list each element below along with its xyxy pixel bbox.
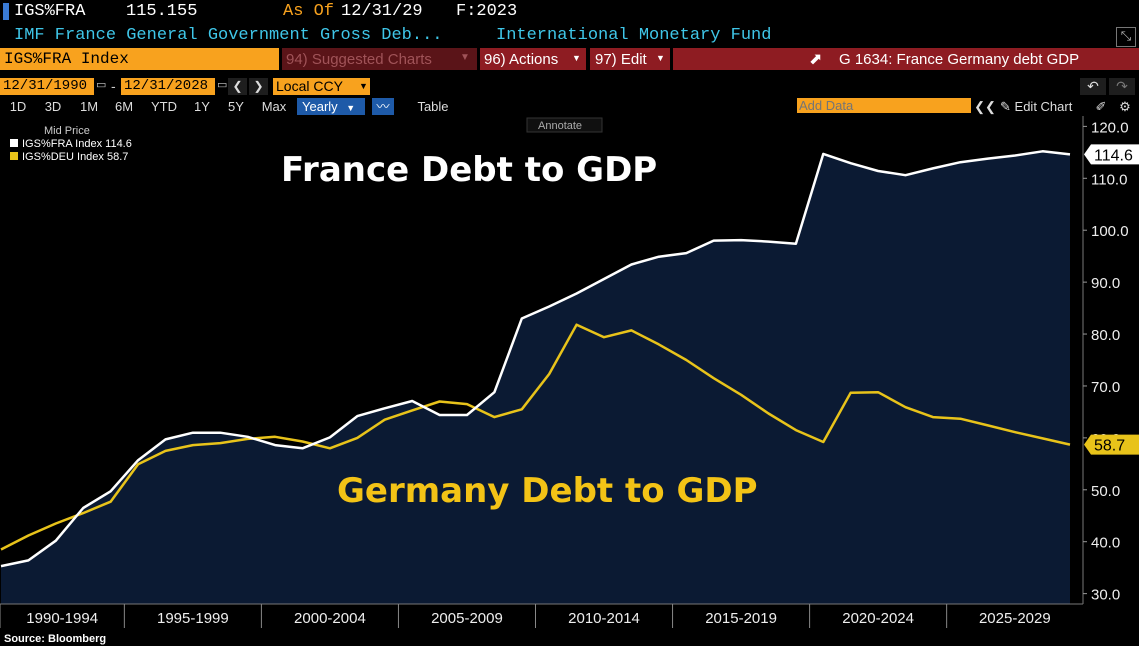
next-period-button[interactable]: ❯ [249,78,268,95]
y-tick-label: 40.0 [1091,535,1120,552]
annotation-germany: Germany Debt to GDP [337,471,758,511]
end-date-text: 12/31/2028 [124,78,209,94]
period-button-5y[interactable]: 5Y [228,99,244,114]
security-field-text: IGS%FRA Index [4,50,129,68]
frequency-select[interactable]: Yearly ▼ [297,98,365,115]
calendar-icon[interactable]: ▭ [217,79,228,91]
y-tick-label: 110.0 [1091,171,1127,188]
legend-title: Mid Price [44,125,90,137]
table-button[interactable]: Table [417,99,449,114]
y-tick-label: 90.0 [1091,275,1120,292]
external-link-icon[interactable]: ⬈ [809,51,823,68]
france-series-line [0,150,1071,568]
france-last-value-tag-bg [1084,144,1139,165]
chevron-down-icon: ▼ [359,81,368,91]
y-tick-label: 80.0 [1091,327,1120,344]
suggested-charts-button[interactable]: 94) Suggested Charts ▼ [282,48,477,70]
start-date-input[interactable]: 12/31/1990 [0,78,94,95]
as-of-label: As Of [283,2,335,21]
annotate-button-bg [526,117,603,133]
expand-icon[interactable]: ⤡ [1116,27,1136,47]
y-tick-label: 30.0 [1091,587,1120,604]
chart-title-bar: ⬈ G 1634: France Germany debt GDP [673,48,1139,70]
legend: Mid Price IGS%FRA Index 114.6 IGS%DEU In… [10,125,132,163]
germany-last-value-tag-bg [1084,434,1139,455]
currency-select[interactable]: Local CCY ▼ [273,78,370,95]
source-footnote: Source: Bloomberg [4,633,106,645]
price-value: 115.155 [126,2,198,21]
end-date-input[interactable]: 12/31/2028 [121,78,215,95]
header-row: IGS%FRA 115.155 As Of 12/31/29 F:2023 [0,0,1139,24]
suggested-charts-label: 94) Suggested Charts [286,51,432,68]
x-tick-label: 2005-2009 [431,610,503,627]
edit-label: 97) Edit [595,51,647,68]
chevron-down-icon: ▼ [572,53,581,63]
start-date-text: 12/31/1990 [3,78,88,94]
period-button-1y[interactable]: 1Y [194,99,210,114]
period-bar: 1D 3D 1M 6M YTD 1Y 5Y Max Yearly ▼ 〰 Tab… [0,96,1139,116]
security-description: IMF France General Government Gross Deb.… [14,26,443,45]
x-tick-label: 1990-1994 [26,610,98,627]
toolbar: IGS%FRA Index 94) Suggested Charts ▼ 96)… [0,48,1139,70]
y-tick-label: 50.0 [1091,483,1120,500]
description-row: IMF France General Government Gross Deb.… [0,24,1139,47]
germany-series-line [0,323,1071,551]
security-field[interactable]: IGS%FRA Index [0,48,279,70]
add-data-input[interactable] [797,98,971,113]
legend-swatch-france [10,139,18,147]
x-tick-label: 2010-2014 [568,610,640,627]
calendar-icon[interactable]: ▭ [96,79,107,91]
gear-icon[interactable]: ⚙ [1119,99,1131,114]
pencil-icon: ✎ [1000,99,1011,114]
edit-shapes-icon[interactable]: ✐ [1095,99,1107,114]
x-tick-label: 2015-2019 [705,610,777,627]
france-area-fill [1,151,1070,605]
range-separator: - [111,78,116,94]
date-range-row: 12/31/1990 ▭ - 12/31/2028 ▭ ❮ ❯ Local CC… [0,76,1139,96]
edit-chart-button[interactable]: ✎ Edit Chart [1000,98,1086,115]
x-tick-label: 1995-1999 [157,610,229,627]
period-button-max[interactable]: Max [261,99,287,114]
edit-chart-label: Edit Chart [1014,99,1073,114]
actions-label: 96) Actions [484,51,559,68]
currency-value: Local CCY [276,78,343,94]
edit-button[interactable]: 97) Edit ▼ [590,48,670,70]
x-tick-label: 2020-2024 [842,610,914,627]
as-of-date: 12/31/29 [341,2,423,21]
y-tick-label: 70.0 [1091,379,1120,396]
france-last-value-tag: 114.6 [1094,147,1133,164]
source-name: International Monetary Fund [496,26,772,45]
frequency-value: Yearly [302,99,338,114]
frequency-code: F:2023 [456,2,518,21]
period-button-1d[interactable]: 1D [9,99,27,114]
chevron-down-icon: ▼ [656,53,665,63]
legend-item-france: IGS%FRA Index 114.6 [22,138,132,150]
ticker-label: IGS%FRA [14,2,86,21]
annotation-france: France Debt to GDP [281,150,657,190]
x-tick-label: 2000-2004 [294,610,366,627]
ticker-marker [3,3,9,20]
actions-button[interactable]: 96) Actions ▼ [480,48,586,70]
y-tick-label: 120.0 [1091,119,1129,136]
legend-item-germany: IGS%DEU Index 58.7 [22,151,128,163]
collapse-icon[interactable]: ❮❮ [974,99,996,114]
annotate-label: Annotate [538,120,582,132]
period-button-3d[interactable]: 3D [44,99,62,114]
period-button-6m[interactable]: 6M [114,99,134,114]
prev-period-button[interactable]: ❮ [228,78,247,95]
annotate-button[interactable]: Annotate [526,117,603,133]
chart-title: G 1634: France Germany debt GDP [839,51,1080,68]
line-chart-icon[interactable]: 〰 [372,98,394,115]
redo-button[interactable]: ↷ [1109,78,1135,95]
period-button-ytd[interactable]: YTD [151,99,177,114]
y-tick-label: 100.0 [1091,223,1129,240]
chevron-down-icon: ▼ [460,52,470,63]
undo-button[interactable]: ↶ [1080,78,1106,95]
x-tick-label: 2025-2029 [979,610,1051,627]
chart-area: Annotate 30.040.050.060.070.080.090.0100… [0,116,1139,646]
period-button-1m[interactable]: 1M [79,99,99,114]
legend-swatch-germany [10,152,18,160]
chevron-down-icon: ▼ [346,103,356,113]
germany-last-value-tag: 58.7 [1094,438,1125,455]
